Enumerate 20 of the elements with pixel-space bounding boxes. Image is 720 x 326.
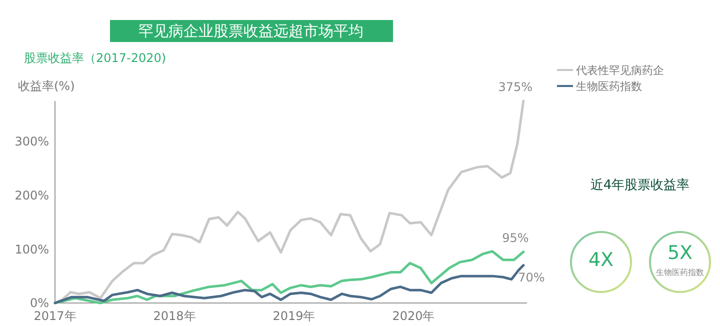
text: 5X bbox=[667, 242, 693, 264]
text: 375% bbox=[498, 80, 533, 94]
text: 生物医药指数 bbox=[656, 268, 704, 277]
legend-label: 代表性罕见病药企 bbox=[575, 64, 664, 77]
annotation: 70% bbox=[518, 270, 545, 284]
y-tick-label: 0% bbox=[30, 296, 49, 310]
text: 近4年股票收益率 bbox=[590, 177, 690, 193]
chart-subtitle: 股票收益率（2017-2020) bbox=[24, 51, 166, 65]
text: 4X bbox=[588, 249, 614, 271]
x-tick-label: 2020年 bbox=[392, 309, 435, 323]
x-tick-label: 2018年 bbox=[153, 309, 196, 323]
x-tick-label: 2019年 bbox=[272, 309, 316, 323]
y-tick-label: 300% bbox=[14, 134, 49, 149]
y-tick-label: 200% bbox=[14, 188, 49, 202]
chart-title: 罕见病企业股票收益远超市场平均 bbox=[138, 22, 364, 40]
x-tick-label: 2017年 bbox=[34, 309, 76, 323]
legend-label: 生物医药指数 bbox=[576, 80, 642, 93]
y-tick-label: 100% bbox=[14, 242, 49, 256]
annotation: 95% bbox=[502, 230, 529, 245]
y-axis-title: 收益率(%) bbox=[18, 79, 75, 93]
